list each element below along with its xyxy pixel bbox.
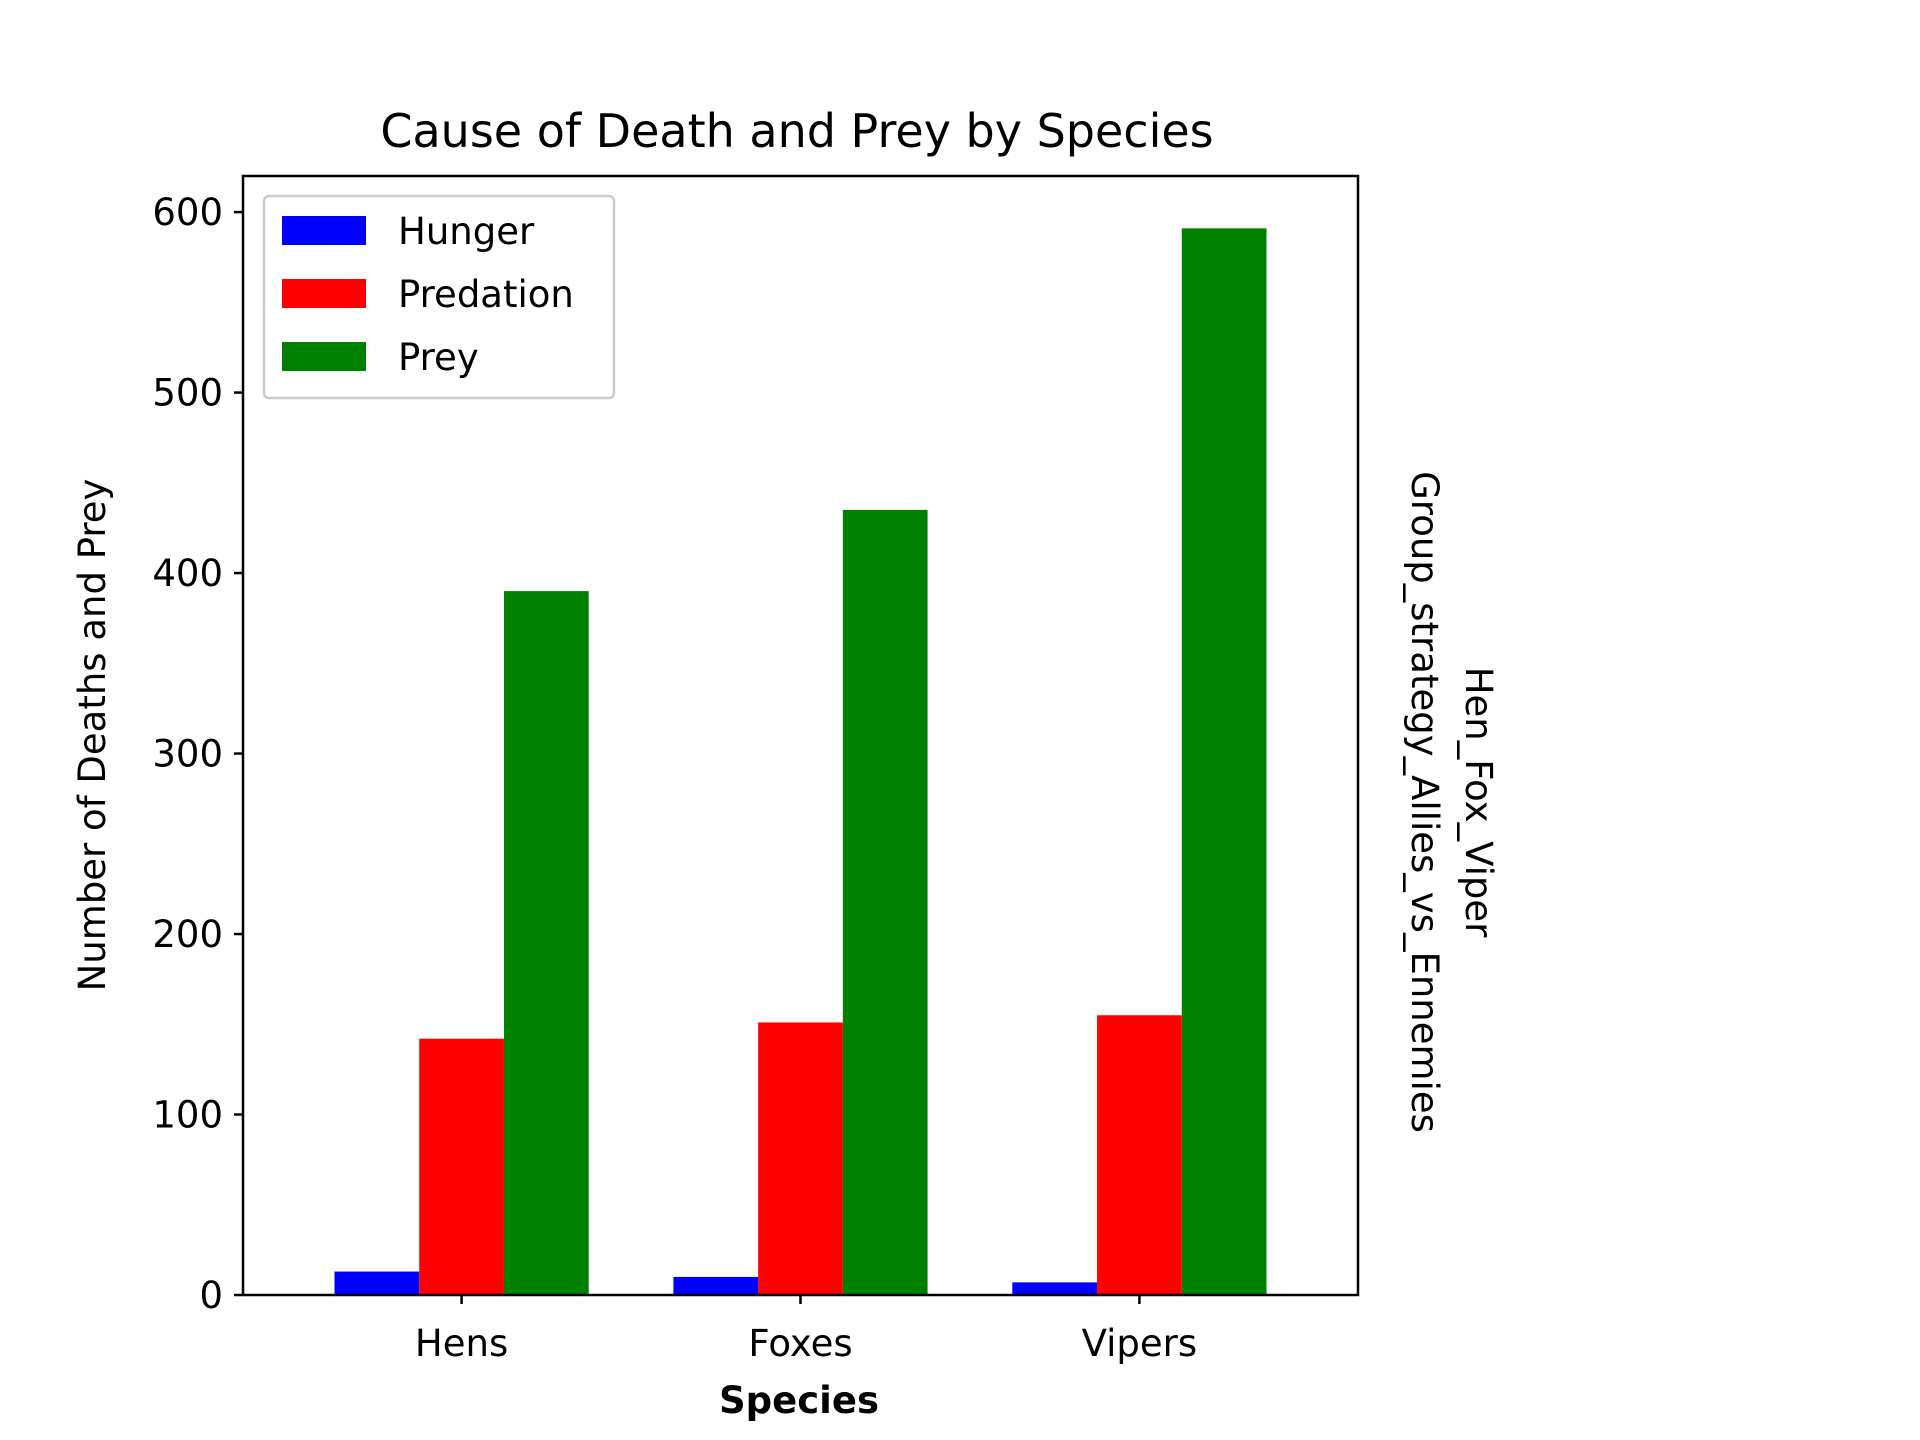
legend-swatch-hunger — [282, 216, 366, 245]
legend-label-hunger: Hunger — [398, 210, 535, 253]
side-note: Hen_Fox_Viper Group_strategy_Allies_vs_E… — [1403, 471, 1500, 1133]
legend-label-predation: Predation — [398, 273, 574, 316]
legend-label-prey: Prey — [398, 336, 479, 379]
y-axis-label: Number of Deaths and Prey — [71, 479, 114, 992]
bar-predation-vipers — [1097, 1015, 1182, 1295]
y-tick-label: 0 — [199, 1274, 223, 1317]
x-tick-label-hens: Hens — [415, 1322, 508, 1365]
legend-swatch-prey — [282, 342, 366, 371]
legend-swatch-predation — [282, 279, 366, 308]
side-note-line-1: Hen_Fox_Viper — [1457, 667, 1500, 938]
bar-predation-hens — [419, 1038, 504, 1295]
y-tick-label: 400 — [152, 552, 223, 595]
y-tick-label: 100 — [152, 1094, 223, 1137]
bar-hunger-foxes — [673, 1276, 759, 1295]
side-note-line-2: Group_strategy_Allies_vs_Ennemies — [1403, 471, 1446, 1133]
y-tick-label: 600 — [152, 191, 223, 234]
bars-layer — [334, 228, 1267, 1296]
y-tick-label: 500 — [152, 372, 223, 415]
y-tick-label: 200 — [152, 913, 223, 956]
legend: Hunger Predation Prey — [262, 194, 616, 400]
x-axis-label: Species — [719, 1379, 879, 1422]
bar-prey-foxes — [842, 509, 928, 1296]
x-tick-label-foxes: Foxes — [748, 1322, 852, 1365]
plot-frame — [241, 174, 1360, 1297]
x-tick-label-vipers: Vipers — [1082, 1322, 1198, 1365]
y-tick-label: 300 — [152, 733, 223, 776]
bar-hunger-vipers — [1012, 1282, 1098, 1295]
bar-hunger-hens — [334, 1271, 420, 1295]
bar-prey-vipers — [1181, 228, 1267, 1295]
legend-items: Hunger Predation Prey — [282, 210, 574, 379]
x-axis-ticks: Hens Foxes Vipers — [415, 1295, 1197, 1365]
bar-prey-hens — [503, 591, 589, 1295]
chart-title: Cause of Death and Prey by Species — [380, 104, 1213, 158]
y-axis-ticks: 0 100 200 300 400 500 600 — [152, 191, 243, 1317]
bar-predation-foxes — [758, 1022, 843, 1295]
